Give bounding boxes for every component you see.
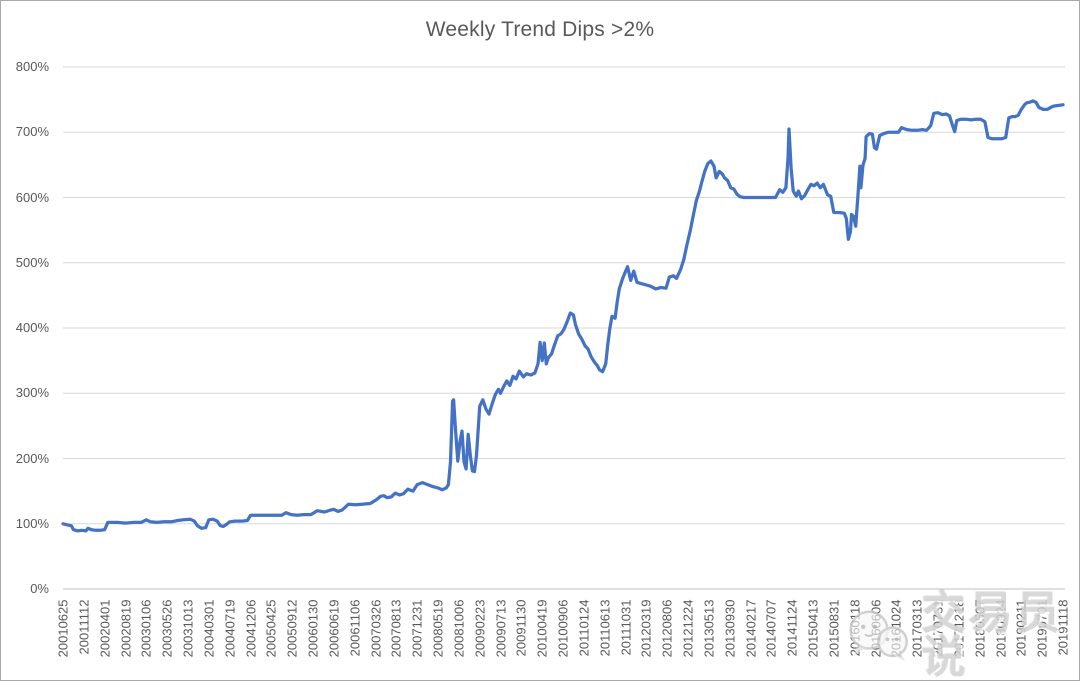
x-tick-label: 20190701 <box>1034 599 1050 658</box>
x-tick-label: 20091130 <box>513 599 529 657</box>
x-tick-label: 20020401 <box>97 599 113 658</box>
y-tick-label: 200% <box>15 450 49 466</box>
y-tick-label: 400% <box>15 320 49 335</box>
x-tick-label: 20191118 <box>1055 599 1071 656</box>
x-tick-label: 20050425 <box>263 599 279 658</box>
y-tick-label: 0% <box>30 581 49 596</box>
x-tick-label: 20161024 <box>888 599 904 658</box>
x-tick-label: 20121224 <box>680 599 696 658</box>
x-tick-label: 20030526 <box>159 599 175 658</box>
x-tick-label: 20130513 <box>701 599 717 658</box>
x-tick-label: 20180507 <box>972 599 988 658</box>
y-tick-label: 100% <box>15 515 49 531</box>
x-tick-label: 20110124 <box>576 599 592 657</box>
x-tick-label: 20130930 <box>722 599 738 658</box>
x-tick-label: 20111031 <box>618 599 633 656</box>
x-tick-label: 20040719 <box>222 599 238 658</box>
x-tick-label: 20071231 <box>409 599 425 658</box>
x-tick-label: 20170731 <box>930 599 946 658</box>
x-tick-label: 20041206 <box>243 599 258 658</box>
x-tick-label: 20171218 <box>951 599 967 658</box>
x-tick-label: 20090713 <box>493 599 508 658</box>
x-tick-label: 20031013 <box>180 599 196 658</box>
x-tick-label: 20190211 <box>1013 599 1029 657</box>
x-tick-label: 20060619 <box>326 599 342 658</box>
x-tick-label: 20090223 <box>472 599 488 658</box>
x-tick-label: 20050912 <box>284 599 300 658</box>
x-tick-label: 20140707 <box>763 599 779 658</box>
x-tick-label: 20061106 <box>347 599 363 657</box>
x-tick-label: 20160606 <box>868 599 883 658</box>
x-tick-label: 20160118 <box>847 599 863 657</box>
x-tick-label: 20120319 <box>638 599 654 658</box>
x-tick-label: 20081006 <box>451 599 467 658</box>
x-tick-label: 20040301 <box>201 599 217 658</box>
x-tick-label: 20150831 <box>826 599 842 658</box>
x-tick-label: 20100906 <box>555 599 571 658</box>
x-tick-label: 20080519 <box>430 599 446 658</box>
x-tick-label: 20070813 <box>388 599 404 658</box>
x-tick-label: 20170313 <box>909 599 925 658</box>
x-tick-label: 20140217 <box>743 599 758 658</box>
x-tick-label: 20150413 <box>805 599 821 658</box>
x-tick-label: 20010625 <box>55 599 71 658</box>
y-tick-label: 700% <box>15 124 49 140</box>
series-line <box>61 99 1065 533</box>
chart-title: Weekly Trend Dips >2% <box>425 18 655 41</box>
y-tick-label: 600% <box>15 189 49 205</box>
x-tick-label: 20120806 <box>659 599 675 658</box>
x-tick-label: 20070326 <box>368 599 383 658</box>
y-tick-label: 300% <box>15 385 49 401</box>
x-tick-label: 20180924 <box>993 599 1008 658</box>
x-tick-label: 20141124 <box>784 599 800 657</box>
x-tick-label: 20011112 <box>76 599 92 655</box>
x-tick-label: 20060130 <box>305 599 321 658</box>
y-tick-label: 500% <box>15 254 49 270</box>
y-tick-label: 800% <box>15 59 49 74</box>
x-tick-label: 20030106 <box>138 599 154 658</box>
x-tick-label: 20020819 <box>118 599 133 658</box>
x-tick-label: 20100419 <box>534 599 550 658</box>
x-tick-label: 20110613 <box>597 599 613 657</box>
